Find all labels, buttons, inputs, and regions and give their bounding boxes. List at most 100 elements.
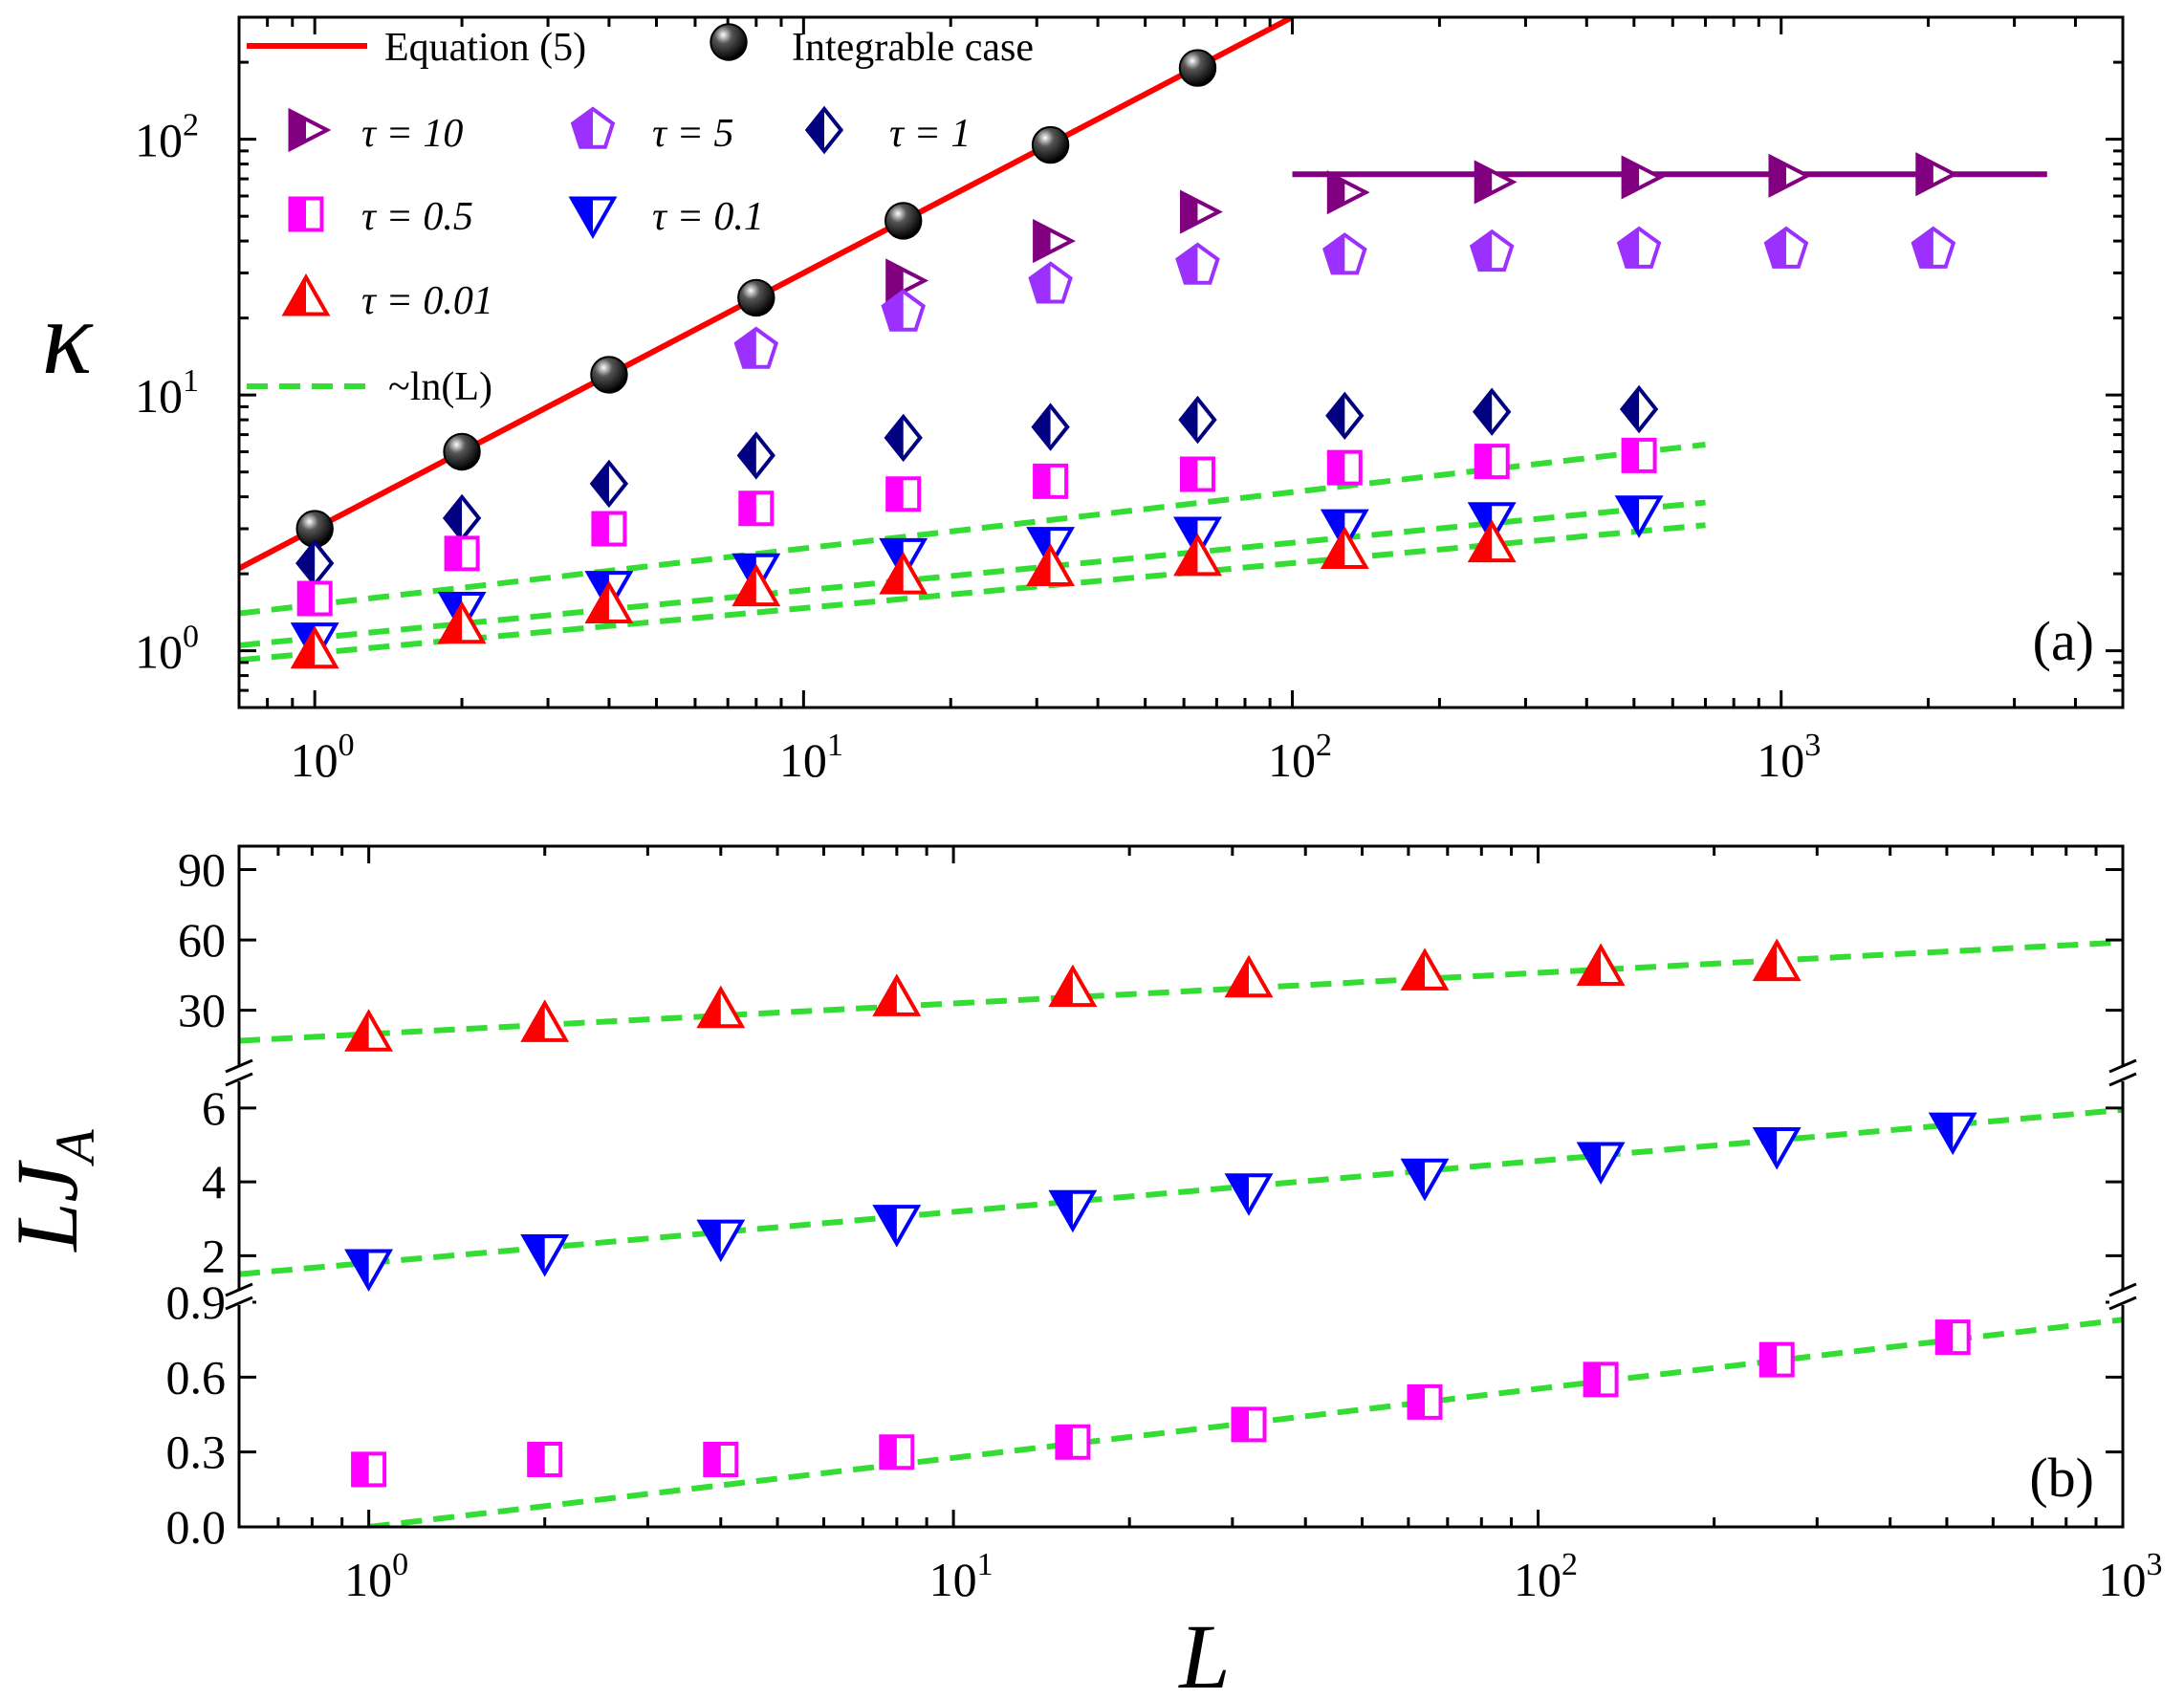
legend-tau01-label: τ = 0.1 (652, 195, 764, 239)
panel-a-point-s3-0 (295, 538, 335, 588)
panel-b-xtick-label-0-exp: 0 (392, 1547, 408, 1582)
panel-b-xtick-label-3: 103 (2099, 1547, 2163, 1606)
panel-a-y-axis-label: κ (42, 279, 94, 396)
panel-a-ytick-label-0-exp: 0 (183, 620, 199, 655)
panel-b-ytick-label-0-2: 0.6 (166, 1350, 227, 1404)
marker-fill (705, 1444, 721, 1475)
marker-outline (1474, 444, 1510, 480)
panel-b-point-s0-7 (1583, 1361, 1619, 1398)
panel-b-point-s2-5 (1224, 954, 1274, 998)
panel-b-point-s1-0 (344, 1249, 394, 1293)
panel-a-point-s4-2 (591, 511, 627, 547)
panel-a-legend: Equation (5) Integrable case τ = 10 τ = … (247, 23, 1034, 409)
marker-outline (1752, 1127, 1802, 1170)
panel-b-fit-2 (239, 939, 2123, 1044)
sphere-mark (737, 278, 775, 317)
marker-outline (1180, 189, 1223, 234)
marker-outline (351, 1451, 387, 1488)
panel-a-point-s3-2 (589, 459, 629, 509)
marker-outline (568, 196, 618, 240)
marker-outline (1616, 226, 1662, 269)
marker-outline (1467, 502, 1517, 545)
marker-outline (584, 571, 634, 614)
marker-fill (1327, 394, 1345, 437)
marker-fill (887, 261, 904, 300)
marker-outline (1026, 543, 1076, 586)
marker-outline (1928, 1112, 1977, 1156)
marker-fill (1182, 192, 1198, 231)
legend-tau05-marker (288, 196, 324, 232)
marker-outline (1028, 261, 1073, 304)
panel-a-point-s4-8 (1474, 444, 1510, 480)
panel-b-y-axis-label: LJA (0, 1129, 106, 1253)
marker-outline (1621, 155, 1665, 200)
marker-fill (886, 416, 904, 459)
marker-outline (1173, 533, 1222, 577)
legend-tau5-label: τ = 5 (652, 112, 733, 156)
panel-b-point-s1-4 (1048, 1189, 1098, 1233)
marker-outline (1400, 948, 1450, 991)
panel-a-line-3 (239, 499, 1706, 648)
marker-outline (520, 1234, 570, 1277)
panel-a-point-s3-3 (736, 431, 775, 480)
marker-outline (1033, 219, 1076, 264)
panel-a-xtick-label-2-base: 10 (1268, 733, 1316, 787)
panel-a-point-s1-1 (1033, 219, 1076, 264)
panel-a-point-s1-6 (1768, 153, 1812, 198)
marker-fill (290, 111, 307, 149)
panel-a-point-s4-0 (296, 580, 333, 617)
panel-a-point-s2-6 (1616, 226, 1662, 269)
panel-b-ytick-label-2-0: 30 (178, 984, 226, 1037)
panel-a-point-s3-8 (1473, 387, 1512, 436)
legend-tau05-label: τ = 0.5 (361, 195, 473, 239)
panel-a-point-s6-6 (1173, 533, 1222, 577)
marker-fill (881, 1436, 897, 1469)
marker-fill (446, 537, 463, 570)
legend-tau5-mark (570, 106, 616, 149)
panel-a-point-s4-9 (1621, 437, 1657, 473)
marker-outline (885, 476, 922, 512)
marker-outline (1407, 1383, 1443, 1420)
marker-fill (1760, 1343, 1778, 1376)
panel-a-line-4 (239, 522, 1706, 664)
panel-b-xtick-label-1: 101 (929, 1547, 994, 1606)
marker-outline (1473, 387, 1512, 436)
marker-fill (1035, 222, 1051, 260)
panel-b-ytick-label-0-0: 0.0 (166, 1500, 227, 1554)
panel-a-ytick-label-0-base: 10 (135, 625, 183, 679)
legend-ln-label: ~ln(L) (388, 365, 492, 409)
marker-outline (437, 600, 487, 644)
marker-fill (297, 542, 316, 585)
legend-tau001-mark (281, 272, 331, 316)
panel-a-label: (a) (2033, 610, 2094, 672)
marker-fill (298, 582, 316, 615)
panel-b-point-s1-5 (1224, 1173, 1274, 1216)
marker-fill (887, 478, 904, 511)
panel-a-point-s4-7 (1326, 449, 1363, 486)
marker-outline (879, 537, 928, 581)
marker-outline (732, 553, 781, 597)
marker-outline (1576, 943, 1626, 986)
legend-tau01-marker (568, 196, 618, 240)
marker-fill (1409, 1385, 1426, 1418)
panel-a-ytick-label-0: 100 (135, 620, 199, 679)
panel-a-point-s4-6 (1180, 456, 1215, 492)
marker-fill (529, 1444, 545, 1475)
marker-outline (1322, 232, 1367, 275)
panel-b-point-s2-4 (1048, 964, 1098, 1008)
panel-a-xtick-label-2: 102 (1268, 728, 1332, 787)
panel-a-point-s1-2 (1180, 189, 1223, 234)
marker-outline (1048, 1189, 1098, 1233)
axis-break-slash (2108, 1296, 2137, 1311)
axis-break-slash (225, 1296, 253, 1311)
axis-break-slash (225, 1058, 253, 1074)
panel-a-point-s4-1 (444, 535, 480, 572)
marker-fill (1233, 1408, 1249, 1441)
marker-fill (1584, 1363, 1602, 1396)
panel-a-point-s6-1 (437, 600, 487, 644)
marker-outline (1614, 495, 1664, 538)
marker-outline (1033, 463, 1069, 499)
marker-outline (879, 1434, 915, 1470)
